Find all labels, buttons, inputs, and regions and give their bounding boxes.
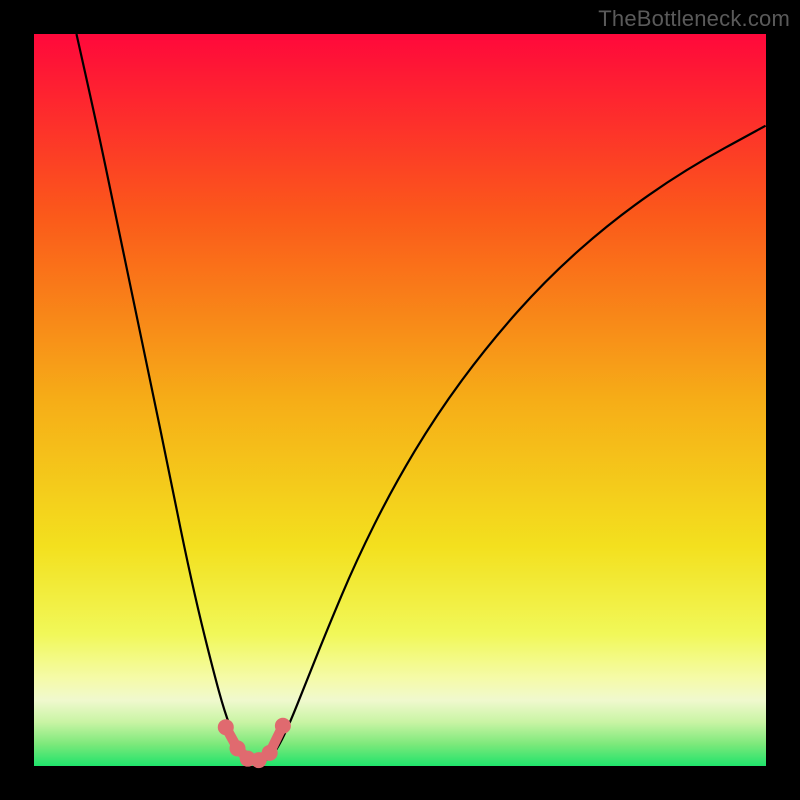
valley-marker bbox=[275, 718, 291, 734]
valley-marker bbox=[218, 719, 234, 735]
bottleneck-chart bbox=[0, 0, 800, 800]
valley-marker bbox=[262, 745, 278, 761]
plot-gradient bbox=[34, 34, 766, 766]
watermark-text: TheBottleneck.com bbox=[598, 6, 790, 32]
